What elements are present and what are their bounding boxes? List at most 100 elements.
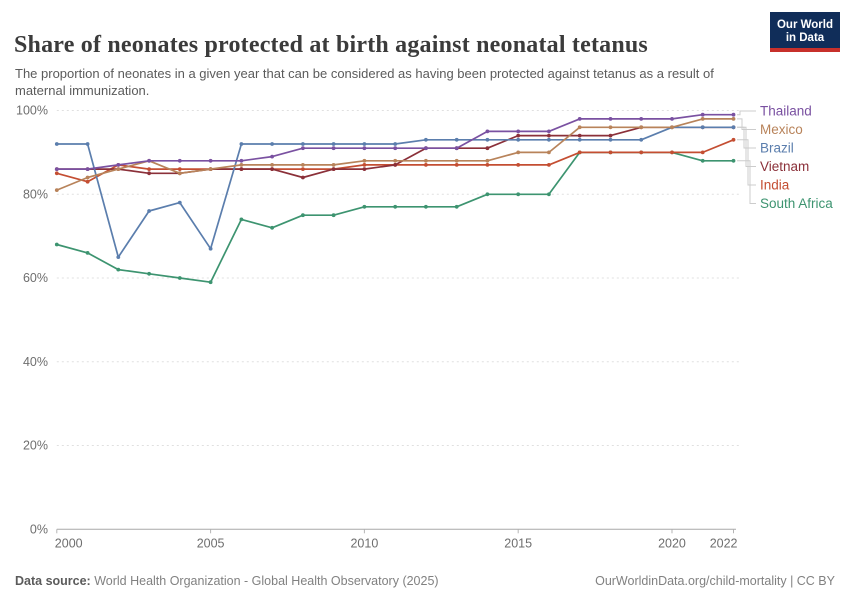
data-point-south-africa-2008[interactable] xyxy=(301,213,305,218)
owid-logo[interactable]: Our World in Data xyxy=(770,12,840,52)
data-point-thailand-2008[interactable] xyxy=(301,146,305,151)
data-point-thailand-2009[interactable] xyxy=(331,146,336,151)
data-point-south-africa-2006[interactable] xyxy=(239,217,244,222)
data-point-brazil-2016[interactable] xyxy=(547,137,551,142)
data-point-mexico-2014[interactable] xyxy=(485,158,490,163)
data-point-thailand-2020[interactable] xyxy=(670,117,674,121)
data-point-thailand-2006[interactable] xyxy=(239,158,244,163)
data-point-mexico-2017[interactable] xyxy=(577,125,582,130)
data-point-vietnam-2007[interactable] xyxy=(270,167,274,172)
data-point-vietnam-2018[interactable] xyxy=(608,133,613,138)
data-point-brazil-2002[interactable] xyxy=(116,255,121,259)
data-point-india-2010[interactable] xyxy=(362,163,367,167)
data-point-mexico-2001[interactable] xyxy=(85,175,90,180)
data-point-south-africa-2005[interactable] xyxy=(208,280,213,285)
data-point-brazil-2003[interactable] xyxy=(147,209,152,213)
series-brazil[interactable] xyxy=(54,125,736,259)
data-point-india-2021[interactable] xyxy=(700,150,705,155)
data-point-mexico-2015[interactable] xyxy=(516,150,521,155)
data-point-thailand-2019[interactable] xyxy=(639,117,644,121)
data-point-thailand-2010[interactable] xyxy=(362,146,367,151)
data-point-south-africa-2014[interactable] xyxy=(485,192,490,197)
data-point-thailand-2003[interactable] xyxy=(147,158,152,163)
data-point-vietnam-2008[interactable] xyxy=(301,175,305,180)
data-point-thailand-2011[interactable] xyxy=(393,146,398,151)
data-point-brazil-2007[interactable] xyxy=(270,142,274,146)
legend-label-brazil[interactable]: Brazil xyxy=(760,141,794,156)
data-point-mexico-2022[interactable] xyxy=(731,117,736,121)
data-point-brazil-2013[interactable] xyxy=(454,137,459,142)
data-point-brazil-2022[interactable] xyxy=(731,125,736,130)
series-thailand[interactable] xyxy=(54,112,736,172)
data-point-thailand-2016[interactable] xyxy=(547,129,551,134)
data-point-india-2013[interactable] xyxy=(454,163,459,167)
data-point-south-africa-2001[interactable] xyxy=(85,251,90,255)
data-point-south-africa-2004[interactable] xyxy=(177,276,182,280)
data-point-thailand-2022[interactable] xyxy=(731,112,736,117)
data-point-india-2014[interactable] xyxy=(485,163,490,167)
owid-url-link[interactable]: OurWorldinData.org/child-mortality | CC … xyxy=(595,574,835,588)
data-point-brazil-2009[interactable] xyxy=(331,142,336,146)
data-point-south-africa-2011[interactable] xyxy=(393,204,398,209)
data-point-south-africa-2015[interactable] xyxy=(516,192,521,197)
data-point-india-2012[interactable] xyxy=(424,163,428,167)
data-point-india-2004[interactable] xyxy=(177,167,182,172)
data-point-thailand-2002[interactable] xyxy=(116,163,121,167)
data-point-india-2019[interactable] xyxy=(639,150,644,155)
data-point-south-africa-2003[interactable] xyxy=(147,271,152,276)
data-point-mexico-2007[interactable] xyxy=(270,163,274,167)
data-point-vietnam-2016[interactable] xyxy=(547,133,551,138)
data-point-brazil-2012[interactable] xyxy=(424,137,428,142)
data-point-brazil-2008[interactable] xyxy=(301,142,305,146)
data-point-brazil-2021[interactable] xyxy=(700,125,705,130)
data-point-vietnam-2011[interactable] xyxy=(393,163,398,167)
legend-label-south-africa[interactable]: South Africa xyxy=(760,196,833,211)
data-point-mexico-2020[interactable] xyxy=(670,125,674,130)
data-point-mexico-2008[interactable] xyxy=(301,163,305,167)
data-point-mexico-2016[interactable] xyxy=(547,150,551,155)
data-point-brazil-2005[interactable] xyxy=(208,246,213,251)
data-point-india-2018[interactable] xyxy=(608,150,613,155)
data-point-thailand-2013[interactable] xyxy=(454,146,459,151)
data-point-thailand-2001[interactable] xyxy=(85,167,90,172)
data-point-brazil-2015[interactable] xyxy=(516,137,521,142)
data-point-vietnam-2015[interactable] xyxy=(516,133,521,138)
data-point-brazil-2019[interactable] xyxy=(639,137,644,142)
data-point-south-africa-2016[interactable] xyxy=(547,192,551,197)
data-point-thailand-2004[interactable] xyxy=(177,158,182,163)
legend-label-mexico[interactable]: Mexico xyxy=(760,122,803,137)
data-point-vietnam-2003[interactable] xyxy=(147,171,152,176)
data-point-mexico-2009[interactable] xyxy=(331,163,336,167)
data-point-mexico-2011[interactable] xyxy=(393,158,398,163)
data-point-mexico-2019[interactable] xyxy=(639,125,644,130)
data-point-mexico-2005[interactable] xyxy=(208,167,213,172)
data-point-south-africa-2022[interactable] xyxy=(731,158,736,163)
data-point-vietnam-2006[interactable] xyxy=(239,167,244,172)
data-point-south-africa-2013[interactable] xyxy=(454,204,459,209)
data-point-mexico-2012[interactable] xyxy=(424,158,428,163)
data-point-vietnam-2010[interactable] xyxy=(362,167,367,172)
data-point-india-2017[interactable] xyxy=(577,150,582,155)
legend-label-thailand[interactable]: Thailand xyxy=(760,104,812,119)
data-point-south-africa-2000[interactable] xyxy=(54,242,59,247)
series-south-africa[interactable] xyxy=(54,150,736,285)
data-point-vietnam-2009[interactable] xyxy=(331,167,336,172)
series-line-south-africa[interactable] xyxy=(56,151,734,284)
data-point-south-africa-2021[interactable] xyxy=(700,158,705,163)
data-point-brazil-2006[interactable] xyxy=(239,142,244,146)
data-point-india-2022[interactable] xyxy=(731,137,736,142)
data-point-brazil-2001[interactable] xyxy=(85,142,90,146)
data-point-south-africa-2007[interactable] xyxy=(270,225,274,230)
data-point-india-2016[interactable] xyxy=(547,163,551,167)
data-point-india-2015[interactable] xyxy=(516,163,521,167)
data-point-mexico-2021[interactable] xyxy=(700,117,705,121)
data-point-south-africa-2009[interactable] xyxy=(331,213,336,218)
data-point-south-africa-2002[interactable] xyxy=(116,267,121,272)
data-point-thailand-2021[interactable] xyxy=(700,112,705,117)
data-point-south-africa-2010[interactable] xyxy=(362,204,367,209)
data-point-mexico-2013[interactable] xyxy=(454,158,459,163)
data-point-south-africa-2012[interactable] xyxy=(424,204,428,209)
data-point-thailand-2015[interactable] xyxy=(516,129,521,134)
data-point-mexico-2004[interactable] xyxy=(177,171,182,176)
data-point-vietnam-2017[interactable] xyxy=(577,133,582,138)
